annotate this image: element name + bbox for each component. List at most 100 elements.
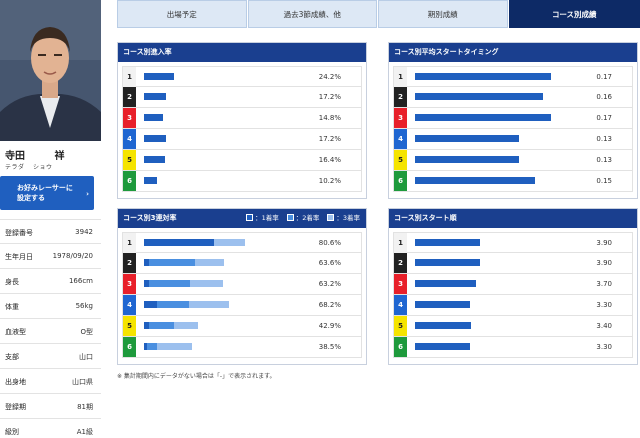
bar [415, 343, 470, 350]
value-label: 16.4% [318, 156, 341, 164]
value-label: 63.2% [318, 280, 341, 288]
bar-segment [156, 343, 193, 350]
course-badge: 4 [394, 129, 407, 149]
racer-sidebar: 寺田 祥 テラダ ショウ お好みレーサーに 設定する › 登録番号 3942 生年月… [0, 0, 101, 438]
course-row: 4 17.2% [122, 129, 362, 150]
profile-label: 生年月日 [5, 253, 33, 261]
course-badge: 2 [123, 253, 136, 273]
value-label: 0.16 [596, 93, 612, 101]
bar-segment [144, 259, 149, 266]
start-order-rows: 1 3.90 2 3.90 3 3.70 4 3.30 5 3.40 6 3.30 [389, 228, 637, 364]
set-favorite-racer-button[interactable]: お好みレーサーに 設定する › [0, 176, 94, 210]
course-row: 6 3.30 [393, 337, 633, 358]
course-badge: 2 [394, 87, 407, 107]
profile-label: 支部 [5, 353, 19, 361]
course-row: 5 0.13 [393, 150, 633, 171]
racer-name: 寺田 祥 [5, 147, 85, 162]
value-label: 24.2% [318, 73, 341, 81]
tab-3[interactable]: コース別成績 [508, 0, 640, 28]
top3-rate-rows: 1 80.6% 2 63.6% 3 63.2% 4 68.2% 5 42.9% 6 38.5% [118, 228, 366, 364]
course-badge: 1 [394, 233, 407, 253]
chevron-right-icon: › [86, 190, 89, 198]
course-row: 2 0.16 [393, 87, 633, 108]
fav-button-line1: お好みレーサーに [17, 184, 73, 192]
legend-label: ：2着率 [295, 214, 320, 222]
value-label: 17.2% [318, 93, 341, 101]
course-row: 3 63.2% [122, 274, 362, 295]
value-label: 17.2% [318, 135, 341, 143]
course-row: 3 0.17 [393, 108, 633, 129]
top3-rate-legend: ：1着率 ：2着率 ：3着率 [246, 209, 360, 228]
value-label: 3.30 [596, 343, 612, 351]
start-timing-rows: 1 0.17 2 0.16 3 0.17 4 0.13 5 0.13 6 0.15 [389, 62, 637, 198]
bar [144, 177, 157, 184]
profile-row: 生年月日 1978/09/20 [0, 244, 101, 269]
course-row: 6 0.15 [393, 171, 633, 192]
bar [415, 301, 470, 308]
profile-row: 身長 166cm [0, 269, 101, 294]
profile-value: 56kg [75, 302, 93, 310]
profile-label: 血液型 [5, 328, 26, 336]
course-row: 6 10.2% [122, 171, 362, 192]
entry-rate-title: コース別進入率 [118, 43, 366, 62]
course-row: 1 0.17 [393, 66, 633, 87]
course-row: 4 68.2% [122, 295, 362, 316]
profile-label: 体重 [5, 303, 19, 311]
bar [415, 135, 519, 142]
course-badge: 3 [394, 108, 407, 128]
profile-value: 山口 [79, 353, 93, 361]
bar [144, 135, 166, 142]
value-label: 3.70 [596, 280, 612, 288]
value-label: 3.40 [596, 322, 612, 330]
bar [415, 93, 543, 100]
legend-label: ：3着率 [336, 214, 360, 222]
profile-label: 登録期 [5, 403, 26, 411]
course-badge: 4 [123, 129, 136, 149]
bar-segment [174, 322, 198, 329]
course-badge: 1 [123, 233, 136, 253]
course-row: 3 3.70 [393, 274, 633, 295]
course-badge: 2 [123, 87, 136, 107]
value-label: 3.90 [596, 239, 612, 247]
bar-segment [144, 280, 149, 287]
racer-name-block: 寺田 祥 テラダ ショウ [0, 141, 101, 173]
bar [415, 114, 551, 121]
course-row: 5 3.40 [393, 316, 633, 337]
course-row: 6 38.5% [122, 337, 362, 358]
value-label: 68.2% [318, 301, 341, 309]
value-label: 3.90 [596, 259, 612, 267]
bar [415, 259, 480, 266]
bar-segment [144, 301, 157, 308]
legend-swatch [327, 214, 335, 221]
profile-value: 81期 [77, 403, 93, 411]
tab-2[interactable]: 期別成績 [378, 0, 508, 28]
legend-swatch [246, 214, 254, 221]
entry-rate-rows: 1 24.2% 2 17.2% 3 14.8% 4 17.2% 5 16.4% 6 10.2% [118, 62, 366, 198]
bar [415, 322, 472, 329]
value-label: 0.17 [596, 73, 612, 81]
racer-family-name: 寺田 [5, 151, 25, 162]
course-badge: 3 [123, 274, 136, 294]
profile-value: 3942 [75, 228, 93, 236]
course-badge: 1 [394, 67, 407, 87]
course-row: 5 42.9% [122, 316, 362, 337]
tab-1[interactable]: 過去3節成績、他 [247, 0, 377, 28]
racer-family-kana: テラダ [5, 164, 25, 171]
value-label: 14.8% [318, 114, 341, 122]
bar [415, 177, 535, 184]
profile-row: 支部 山口 [0, 344, 101, 369]
bar-segment [144, 239, 214, 246]
value-label: 0.15 [596, 177, 612, 185]
course-badge: 5 [394, 150, 407, 170]
course-badge: 3 [123, 108, 136, 128]
profile-value: A1級 [76, 428, 93, 436]
bar [415, 280, 477, 287]
entry-rate-panel: コース別進入率 1 24.2% 2 17.2% 3 14.8% 4 17.2% 5 16.4% 6 1… [117, 42, 367, 199]
tab-0[interactable]: 出場予定 [117, 0, 247, 28]
top3-rate-title: コース別3連対率 [123, 214, 177, 222]
start-timing-title: コース別平均スタートタイミング [389, 43, 637, 62]
profile-row: 登録番号 3942 [0, 219, 101, 244]
bar [415, 73, 551, 80]
profile-value: 1978/09/20 [52, 252, 93, 260]
racer-name-kana: テラダ ショウ [5, 162, 52, 171]
